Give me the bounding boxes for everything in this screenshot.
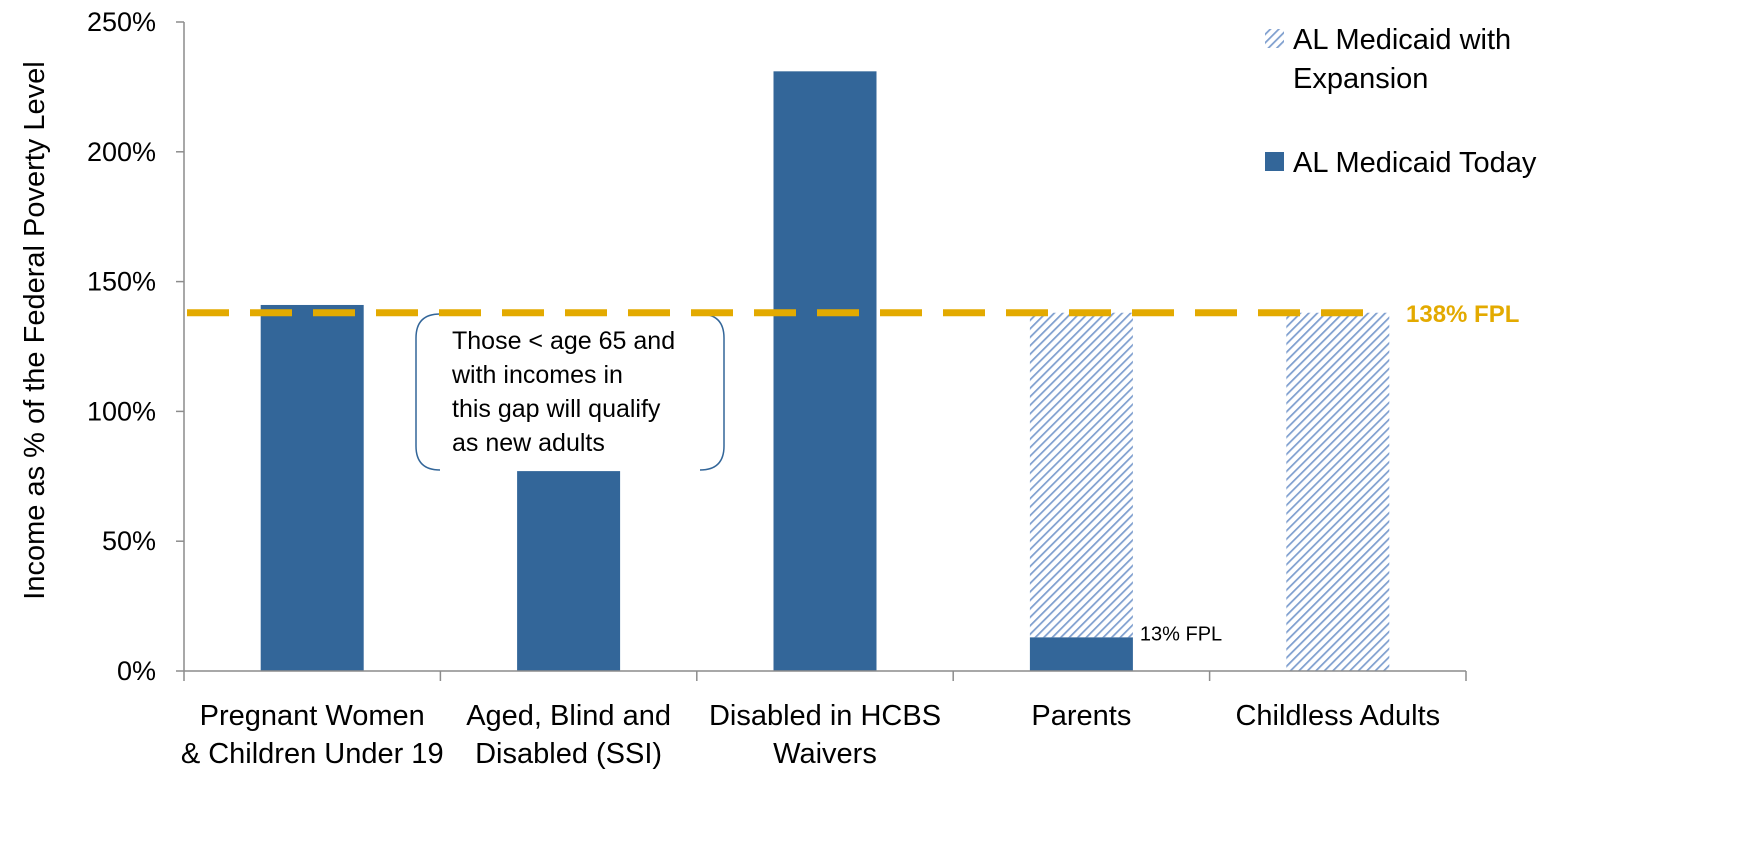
axes-layer: 0% 50% 100% 150% 200% 250% Pregnant Women & Chi… bbox=[19, 7, 1467, 770]
x-category-label: Aged, Blind and Disabled (SSI) bbox=[466, 700, 671, 770]
x-category-label-line: & Children Under 19 bbox=[181, 738, 444, 770]
x-category-label: Childless Adults bbox=[1235, 700, 1440, 732]
callout-text: Those < age 65 and with incomes in this ga… bbox=[451, 327, 675, 457]
y-tick-label: 250% bbox=[87, 7, 156, 37]
x-category-label: Parents bbox=[1031, 700, 1131, 732]
legend-label-line: AL Medicaid Today bbox=[1293, 147, 1537, 179]
callout-text-line: with incomes in bbox=[451, 361, 623, 389]
callout-background bbox=[417, 314, 723, 470]
bar-today-3 bbox=[1029, 637, 1133, 671]
reference-line-group: 138% FPL bbox=[187, 301, 1519, 328]
legend-label: AL Medicaid Today bbox=[1293, 147, 1537, 179]
bars-layer bbox=[260, 71, 1390, 672]
x-category-label-line: Waivers bbox=[773, 738, 877, 770]
legend: AL Medicaid with Expansion AL Medicaid Tod… bbox=[1265, 24, 1537, 179]
x-category-label-line: Parents bbox=[1031, 700, 1131, 732]
x-category-label: Pregnant Women & Children Under 19 bbox=[181, 700, 444, 770]
x-category-label-line: Pregnant Women bbox=[200, 700, 425, 732]
reference-line-label: 138% FPL bbox=[1406, 301, 1519, 328]
callout-text-line: Those < age 65 and bbox=[452, 327, 675, 355]
legend-label-line: AL Medicaid with bbox=[1293, 24, 1511, 56]
bar-today-0 bbox=[260, 304, 364, 671]
callout: Those < age 65 and with incomes in this ga… bbox=[415, 313, 725, 471]
x-category-label-line: Disabled in HCBS bbox=[709, 700, 941, 732]
y-tick-label: 200% bbox=[87, 137, 156, 167]
x-category-label-line: Childless Adults bbox=[1235, 700, 1440, 732]
y-tick-label: 50% bbox=[102, 526, 156, 556]
legend-swatch-expansion bbox=[1265, 29, 1284, 48]
callout-left-bracket bbox=[415, 313, 441, 471]
y-tick-label: 100% bbox=[87, 396, 156, 426]
callout-text-line: this gap will qualify bbox=[452, 395, 661, 423]
bar-today-1 bbox=[517, 471, 621, 671]
x-category-label: Disabled in HCBS Waivers bbox=[709, 700, 941, 770]
x-category-label-line: Disabled (SSI) bbox=[475, 738, 662, 770]
y-tick-label: 150% bbox=[87, 267, 156, 297]
callout-right-bracket bbox=[699, 313, 725, 471]
x-category-label-line: Aged, Blind and bbox=[466, 700, 671, 732]
y-tick-label: 0% bbox=[117, 656, 156, 686]
legend-swatch-today bbox=[1265, 152, 1284, 171]
callout-text-line: as new adults bbox=[452, 429, 605, 457]
bar-expansion-4 bbox=[1286, 312, 1390, 671]
bar-today-2 bbox=[773, 71, 877, 672]
legend-label: AL Medicaid with Expansion bbox=[1293, 24, 1511, 95]
annotation-label: 13% FPL bbox=[1140, 623, 1222, 645]
bar-expansion-3 bbox=[1029, 312, 1133, 638]
y-axis-title: Income as % of the Federal Poverty Level bbox=[19, 61, 51, 599]
legend-label-line: Expansion bbox=[1293, 63, 1428, 95]
